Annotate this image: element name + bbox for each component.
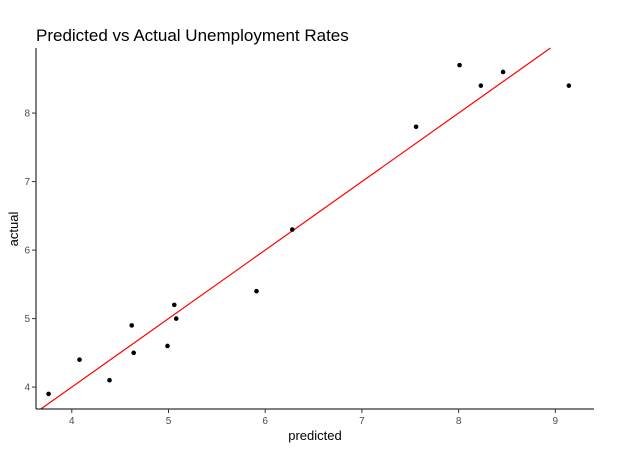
y-tick-label: 5 bbox=[24, 314, 30, 325]
x-tick-label: 4 bbox=[69, 416, 75, 427]
data-point bbox=[171, 302, 177, 308]
data-point bbox=[77, 357, 82, 362]
x-tick-label: 5 bbox=[166, 416, 172, 427]
data-point bbox=[173, 316, 179, 321]
y-tick-label: 6 bbox=[24, 246, 30, 257]
data-point bbox=[165, 343, 170, 349]
data-point bbox=[457, 62, 462, 68]
data-point bbox=[478, 83, 484, 88]
y-axis-title: actual bbox=[6, 212, 21, 247]
data-point bbox=[46, 391, 51, 397]
fit-line bbox=[40, 47, 551, 410]
y-tick-label: 8 bbox=[24, 109, 30, 120]
data-point bbox=[413, 124, 419, 130]
chart-title: Predicted vs Actual Unemployment Rates bbox=[36, 26, 349, 45]
y-tick-label: 4 bbox=[24, 383, 30, 394]
data-point bbox=[129, 323, 135, 328]
x-axis-ticks: 4 5 6 7 8 9 bbox=[69, 409, 559, 427]
data-point bbox=[500, 69, 506, 75]
data-point bbox=[254, 288, 259, 294]
x-tick-label: 7 bbox=[359, 416, 365, 427]
y-tick-label: 7 bbox=[24, 177, 30, 188]
x-tick-label: 8 bbox=[456, 416, 462, 427]
x-axis-title: predicted bbox=[288, 428, 341, 443]
data-point bbox=[107, 377, 112, 383]
data-point bbox=[566, 83, 572, 88]
x-tick-label: 9 bbox=[553, 416, 559, 427]
y-axis-ticks: 4 5 6 7 8 bbox=[24, 109, 36, 394]
x-tick-label: 6 bbox=[262, 416, 268, 427]
plot-area bbox=[40, 47, 572, 410]
data-point bbox=[131, 350, 136, 356]
data-point bbox=[289, 227, 295, 232]
